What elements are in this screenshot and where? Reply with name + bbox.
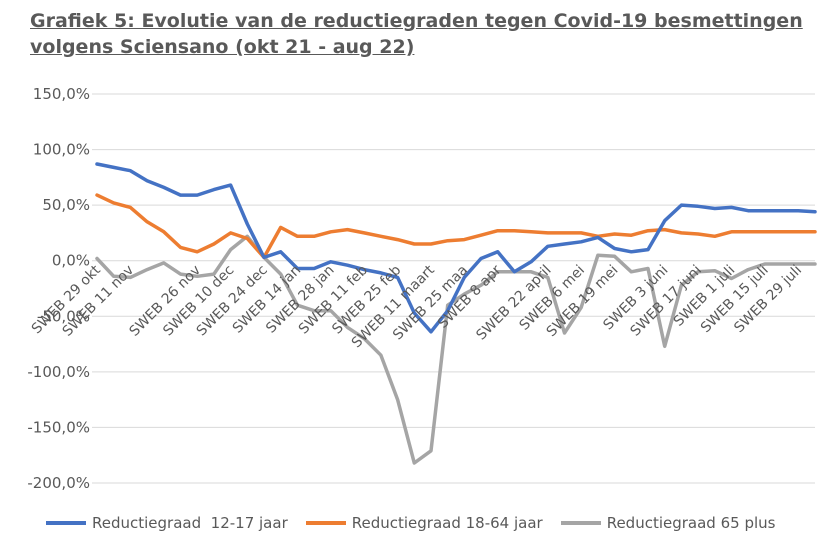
- legend-item-2: Reductiegraad 65 plus: [560, 514, 776, 532]
- series-line-1: [95, 193, 817, 260]
- legend-swatch: [560, 521, 601, 525]
- y-tick-label: -50,0%: [37, 307, 90, 325]
- y-tick-label: 100,0%: [33, 141, 90, 159]
- y-tick-label: -200,0%: [27, 474, 90, 492]
- series-line-0: [95, 162, 817, 334]
- legend-label: Reductiegraad 18-64 jaar: [351, 514, 543, 532]
- chart-title: Grafiek 5: Evolutie van de reductiegrade…: [30, 8, 820, 60]
- chart-title-line-1: Grafiek 5: Evolutie van de reductiegrade…: [30, 10, 803, 32]
- y-axis-ticks: 150,0% 100,0% 50,0% 0,0% -50,0% -100,0% -150,0…: [27, 85, 90, 492]
- legend-label: Reductiegraad 12-17 jaar: [92, 514, 288, 532]
- legend: Reductiegraad 12-17 jaar Reductiegraad 18…: [46, 512, 793, 534]
- y-tick-label: 150,0%: [33, 85, 90, 103]
- legend-item-1: Reductiegraad 18-64 jaar: [305, 514, 543, 532]
- legend-swatch: [305, 521, 346, 525]
- legend-item-0: Reductiegraad 12-17 jaar: [46, 514, 288, 532]
- series-lines: [95, 162, 817, 465]
- chart-title-line-2: volgens Sciensano (okt 21 - aug 22): [30, 36, 415, 58]
- legend-label: Reductiegraad 65 plus: [606, 514, 776, 532]
- series-line-2: [95, 234, 817, 465]
- legend-swatch: [46, 521, 86, 525]
- y-tick-label: -150,0%: [27, 418, 90, 436]
- y-tick-label: 0,0%: [52, 252, 90, 270]
- y-tick-label: -100,0%: [27, 363, 90, 381]
- y-tick-label: 50,0%: [42, 196, 90, 214]
